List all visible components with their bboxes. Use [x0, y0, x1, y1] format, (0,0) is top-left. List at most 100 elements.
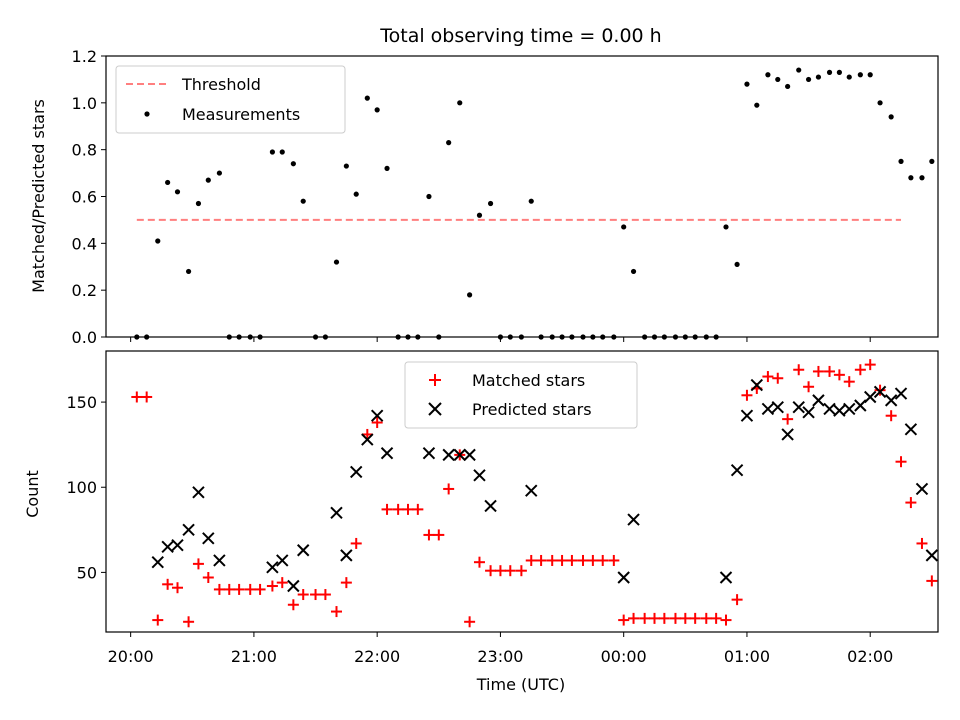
- matched-star-point: [412, 503, 424, 515]
- measurement-point: [785, 83, 791, 90]
- predicted-star-point: [915, 482, 929, 496]
- measurement-point: [815, 74, 822, 80]
- matched-star-point: [254, 583, 266, 595]
- matched-star-point: [381, 503, 393, 515]
- measurement-point: [826, 69, 833, 75]
- predicted-star-point: [627, 513, 640, 526]
- matched-star-point: [131, 391, 143, 403]
- measurement-point: [195, 200, 202, 207]
- ratio-legend: Threshold Measurements: [115, 65, 346, 134]
- measurement-point: [744, 81, 750, 87]
- predicted-star-point: [276, 554, 289, 567]
- matched-star-point: [895, 456, 907, 468]
- measurement-point: [487, 200, 494, 207]
- x-tick-label: 20:00: [108, 647, 154, 666]
- matched-star-point: [885, 410, 897, 422]
- predicted-star-point: [617, 571, 630, 584]
- x-tick-label: 23:00: [477, 647, 523, 666]
- matched-star-point: [494, 565, 506, 577]
- measurement-point: [857, 72, 863, 78]
- measurement-point: [467, 292, 473, 298]
- matched-legend-label: Matched stars: [472, 371, 585, 390]
- predicted-star-point: [473, 469, 486, 482]
- predicted-star-point: [182, 523, 195, 537]
- chart-title: Total observing time = 0.00 h: [379, 25, 661, 47]
- matched-star-point: [350, 537, 362, 549]
- matched-star-point: [402, 503, 414, 515]
- measurement-point: [528, 198, 534, 204]
- predicted-star-point: [192, 486, 205, 499]
- matched-star-point: [782, 413, 794, 425]
- matched-star-point: [525, 554, 537, 566]
- measurement-point: [919, 175, 925, 181]
- matched-star-point: [649, 612, 661, 624]
- measurement-point: [754, 102, 760, 108]
- matched-star-point: [812, 365, 824, 377]
- matched-star-point: [803, 381, 815, 393]
- ratio-y-tick-label: 1.0: [72, 94, 97, 113]
- predicted-star-point: [463, 448, 476, 462]
- matched-star-point: [183, 616, 195, 628]
- predicted-star-point: [925, 549, 939, 562]
- predicted-star-point: [266, 561, 279, 574]
- matched-star-point: [213, 583, 225, 595]
- matched-star-point: [152, 614, 164, 626]
- matched-star-point: [141, 391, 153, 403]
- predicted-star-point: [361, 433, 374, 446]
- matched-star-point: [587, 554, 599, 566]
- matched-star-point: [608, 554, 620, 566]
- matched-star-point: [287, 599, 299, 611]
- matched-star-point: [854, 364, 866, 376]
- measurement-point: [426, 193, 432, 200]
- count-y-axis-label: Count: [23, 470, 42, 518]
- predicted-star-point: [854, 399, 867, 412]
- measurement-point: [216, 170, 222, 176]
- matched-star-point: [741, 389, 753, 401]
- matched-star-point: [266, 580, 278, 592]
- x-axis-label: Time (UTC): [476, 675, 565, 694]
- matched-star-point: [485, 565, 497, 577]
- predicted-star-point: [161, 540, 174, 554]
- matched-star-point: [720, 614, 732, 626]
- predicted-star-point: [453, 448, 466, 462]
- matched-star-point: [504, 565, 516, 577]
- predicted-star-point: [781, 428, 794, 441]
- predicted-legend-label: Predicted stars: [472, 400, 592, 419]
- predicted-star-point: [370, 409, 384, 422]
- matched-star-point: [710, 612, 722, 624]
- measurement-point: [165, 179, 171, 186]
- matched-star-point: [546, 554, 558, 566]
- count-y-tick-label: 150: [66, 393, 97, 412]
- ratio-legend-box: [115, 65, 346, 134]
- ratio-y-tick-label: 0.4: [72, 234, 97, 253]
- predicted-star-point: [422, 446, 436, 460]
- measurement-point: [374, 107, 380, 113]
- threshold-legend-label: Threshold: [181, 75, 261, 94]
- matched-star-point: [319, 589, 331, 601]
- predicted-star-point: [730, 464, 744, 477]
- predicted-star-point: [719, 571, 733, 584]
- matched-star-point: [843, 376, 855, 388]
- matched-star-point: [310, 589, 322, 601]
- measurement-point: [630, 268, 637, 275]
- measurement-point: [621, 224, 627, 230]
- predicted-star-point: [792, 400, 805, 414]
- matched-star-point: [443, 483, 455, 495]
- ratio-y-tick-label: 0.0: [72, 328, 97, 347]
- measurement-point: [765, 72, 771, 78]
- matched-star-point: [824, 365, 836, 377]
- matched-star-point: [793, 364, 805, 376]
- matched-star-point: [762, 371, 774, 383]
- predicted-star-point: [484, 499, 497, 513]
- matched-star-point: [171, 582, 183, 594]
- matched-star-point: [162, 578, 174, 590]
- measurement-point: [384, 165, 390, 171]
- measurements-legend-label: Measurements: [182, 105, 300, 124]
- predicted-star-point: [330, 506, 343, 519]
- predicted-star-point: [171, 538, 184, 552]
- measurement-point: [796, 67, 802, 73]
- matched-star-point: [926, 575, 938, 587]
- measurement-point: [476, 212, 483, 218]
- measurement-point: [279, 149, 285, 155]
- measurement-point: [836, 69, 842, 75]
